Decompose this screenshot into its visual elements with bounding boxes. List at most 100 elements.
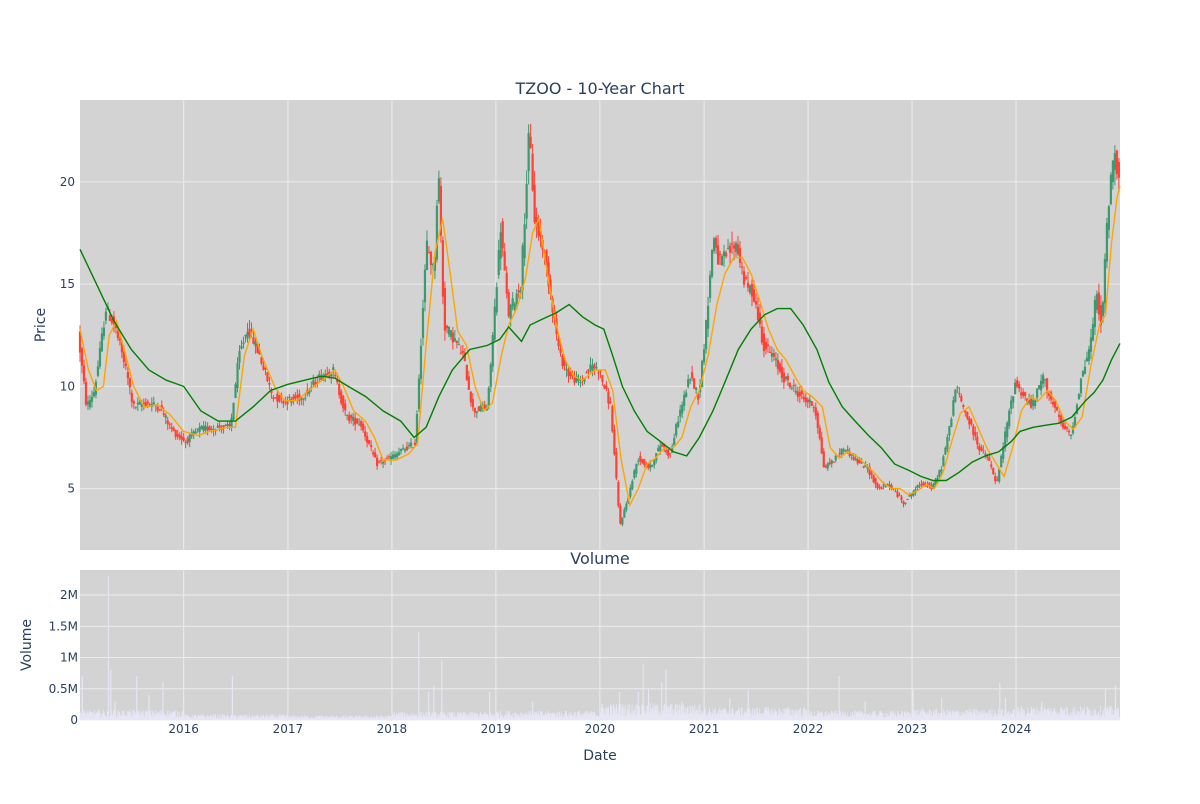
candle-body <box>210 428 213 430</box>
candle-body <box>880 487 883 490</box>
candle-body <box>1018 383 1021 389</box>
candle-body <box>1038 385 1041 389</box>
volume-y-tick-label: 0.5M <box>49 682 78 696</box>
candle-body <box>1036 388 1039 398</box>
candle-body <box>996 479 999 481</box>
price-y-tick-label: 5 <box>67 482 75 496</box>
candle-body <box>164 415 167 418</box>
candle-body <box>387 456 391 458</box>
candle-body <box>467 376 470 391</box>
candle-body <box>774 358 777 361</box>
candle-body <box>976 436 979 445</box>
candle-body <box>707 305 710 329</box>
candle-body <box>559 348 562 353</box>
candle-body <box>374 452 377 458</box>
candle-body <box>192 431 195 435</box>
candle-body <box>972 425 975 435</box>
candle-body <box>974 432 977 437</box>
candle-body <box>395 453 399 458</box>
candle-body <box>513 303 516 310</box>
candle-body <box>740 266 744 268</box>
candle-body <box>236 363 239 389</box>
candle-body <box>344 403 347 411</box>
candle-body <box>806 399 809 403</box>
candle-body <box>720 255 724 266</box>
candle-body <box>561 355 564 367</box>
candle-body <box>1016 380 1019 387</box>
x-tick-label: 2020 <box>585 722 616 736</box>
candle-body <box>288 396 291 399</box>
candle-body <box>902 501 905 505</box>
candle-body <box>372 452 375 455</box>
candle-body <box>427 252 431 254</box>
candle-body <box>142 402 145 404</box>
candle-body <box>609 401 612 404</box>
candle-body <box>918 485 921 487</box>
candle-body <box>647 463 650 468</box>
candle-body <box>545 249 548 267</box>
x-tick-label: 2022 <box>793 722 824 736</box>
candle-body <box>792 384 795 387</box>
candle-body <box>896 491 899 498</box>
candle-body <box>595 367 598 369</box>
candle-body <box>621 518 624 525</box>
candle-body <box>198 426 201 432</box>
candle-body <box>330 374 333 377</box>
candle-body <box>954 389 957 402</box>
candle-body <box>944 447 947 455</box>
candle-body <box>822 451 825 468</box>
candle-body <box>489 364 492 387</box>
candle-body <box>1030 398 1033 408</box>
candle-body <box>770 352 774 357</box>
candle-body <box>619 505 622 524</box>
candle-body <box>804 397 807 403</box>
candle-body <box>336 379 339 383</box>
candle-body <box>832 461 835 463</box>
candle-body <box>639 455 642 462</box>
candle-body <box>960 395 963 402</box>
candle-body <box>260 357 263 364</box>
candle-body <box>292 396 295 400</box>
candle-body <box>884 486 887 488</box>
candle-body <box>417 378 421 409</box>
candle-body <box>1008 410 1011 427</box>
candle-body <box>511 298 514 307</box>
candle-body <box>830 460 833 464</box>
candle-body <box>958 392 961 395</box>
candle-body <box>732 245 736 249</box>
x-tick-label: 2021 <box>689 722 720 736</box>
candle-body <box>447 326 450 335</box>
candle-body <box>1097 292 1101 315</box>
candle-body <box>310 386 313 388</box>
candle-body <box>826 463 829 469</box>
candle-body <box>537 221 540 236</box>
candle-body <box>703 349 706 363</box>
price-y-tick-label: 20 <box>60 175 75 189</box>
candle-body <box>784 376 787 380</box>
candle-body <box>844 450 847 452</box>
candle-body <box>934 480 937 486</box>
candle-body <box>968 417 971 425</box>
candle-body <box>1063 425 1067 429</box>
candle-body <box>184 442 187 444</box>
candle-body <box>401 448 405 450</box>
candle-body <box>1012 396 1015 403</box>
candle-body <box>144 402 147 407</box>
candle-body <box>356 418 359 424</box>
candle-body <box>202 425 205 431</box>
candle-body <box>268 383 271 385</box>
candle-body <box>631 481 634 489</box>
candle-body <box>585 372 588 374</box>
candle-body <box>322 375 325 381</box>
candle-body <box>932 483 935 489</box>
candle-body <box>653 460 656 466</box>
candle-body <box>346 414 349 416</box>
candle-body <box>824 465 827 468</box>
candle-body <box>300 397 303 400</box>
candle-body <box>597 372 600 374</box>
candle-body <box>864 464 867 467</box>
candle-body <box>852 456 855 460</box>
candle-body <box>810 401 813 406</box>
candle-body <box>671 446 674 453</box>
candle-body <box>794 390 797 393</box>
